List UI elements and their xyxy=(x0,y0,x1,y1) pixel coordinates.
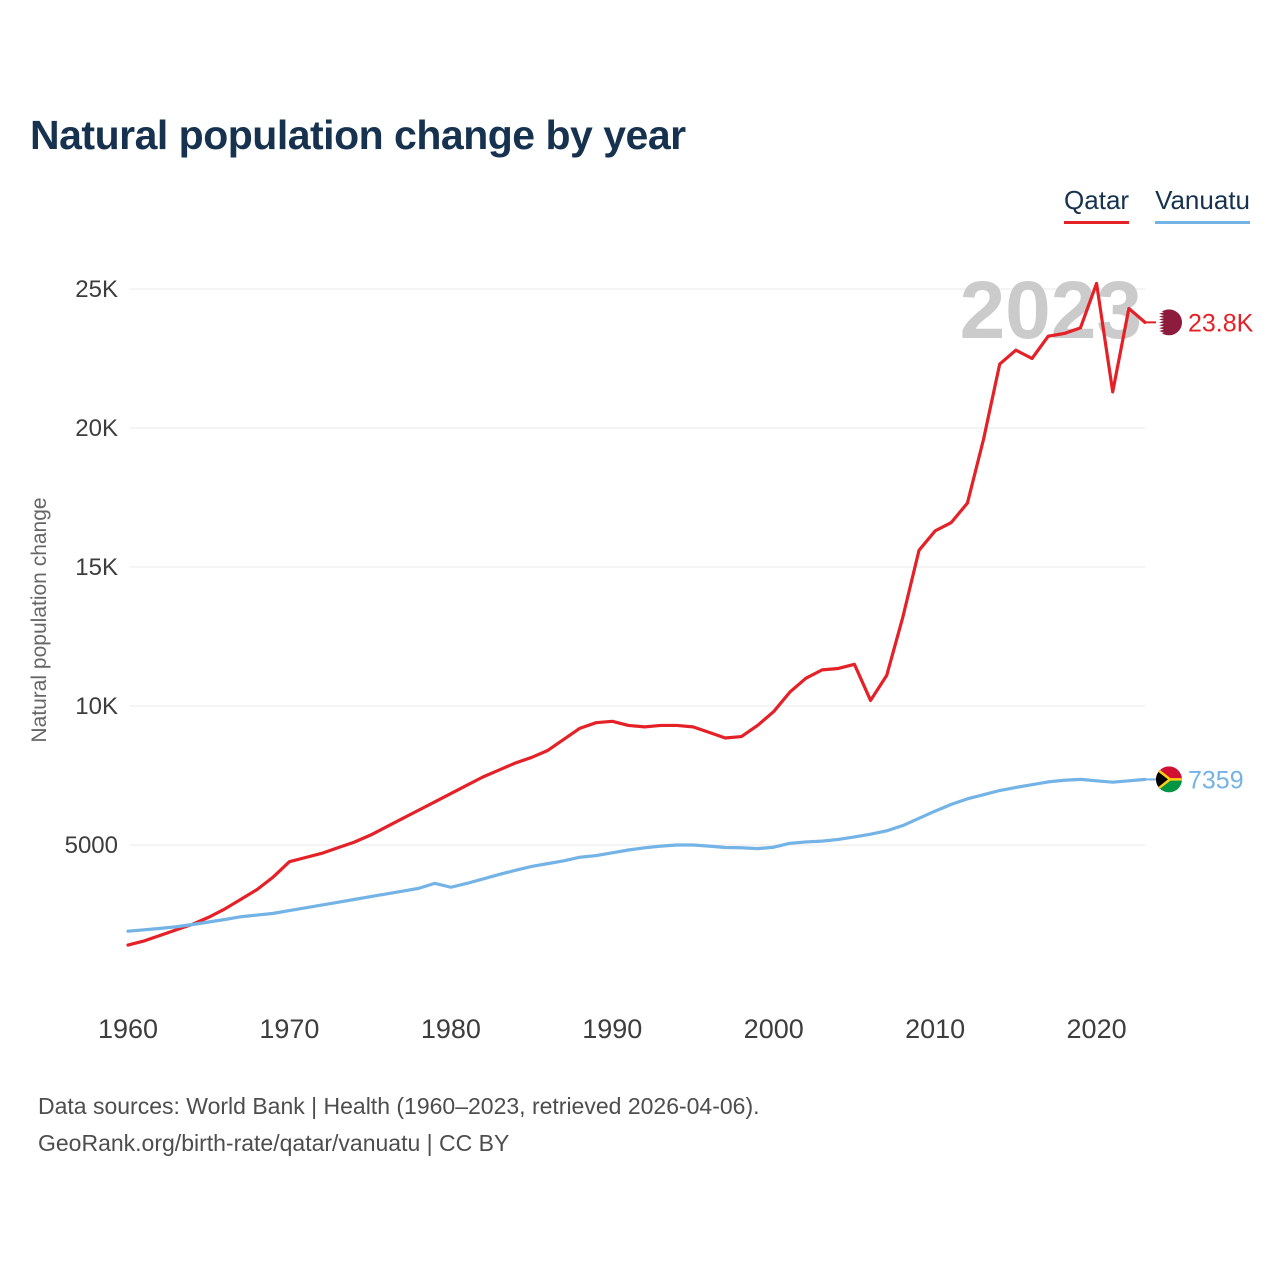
footer: Data sources: World Bank | Health (1960–… xyxy=(38,1088,760,1162)
vanuatu-flag-icon xyxy=(1156,766,1182,793)
y-tick-label: 15K xyxy=(75,554,118,581)
footer-attribution: GeoRank.org/birth-rate/qatar/vanuatu | C… xyxy=(38,1130,510,1156)
series-line-vanuatu xyxy=(126,777,1147,933)
end-value-label-qatar: 23.8K xyxy=(1188,309,1254,337)
page-title: Natural population change by year xyxy=(30,112,686,158)
x-tick-label: 1990 xyxy=(582,1014,642,1044)
y-axis-title: Natural population change xyxy=(28,497,51,742)
x-tick-label: 2020 xyxy=(1067,1014,1127,1044)
x-tick-label: 2000 xyxy=(744,1014,804,1044)
x-tick-label: 1970 xyxy=(259,1014,319,1044)
y-tick-label: 20K xyxy=(75,415,118,442)
y-tick-label: 25K xyxy=(75,276,118,303)
x-tick-label: 1980 xyxy=(421,1014,481,1044)
x-tick-label: 2010 xyxy=(905,1014,965,1044)
legend: Qatar Vanuatu xyxy=(1064,185,1250,224)
series-line-qatar xyxy=(126,281,1147,947)
y-tick-label: 10K xyxy=(75,693,118,720)
end-value-label-vanuatu: 7359 xyxy=(1188,766,1244,794)
x-tick-label: 1960 xyxy=(98,1014,158,1044)
qatar-flag-icon xyxy=(1156,309,1182,336)
footer-sources: Data sources: World Bank | Health (1960–… xyxy=(38,1093,760,1119)
legend-item-vanuatu[interactable]: Vanuatu xyxy=(1155,185,1250,224)
legend-item-qatar[interactable]: Qatar xyxy=(1064,185,1130,224)
y-tick-label: 5000 xyxy=(65,832,118,859)
watermark-year: 2023 xyxy=(960,265,1142,356)
